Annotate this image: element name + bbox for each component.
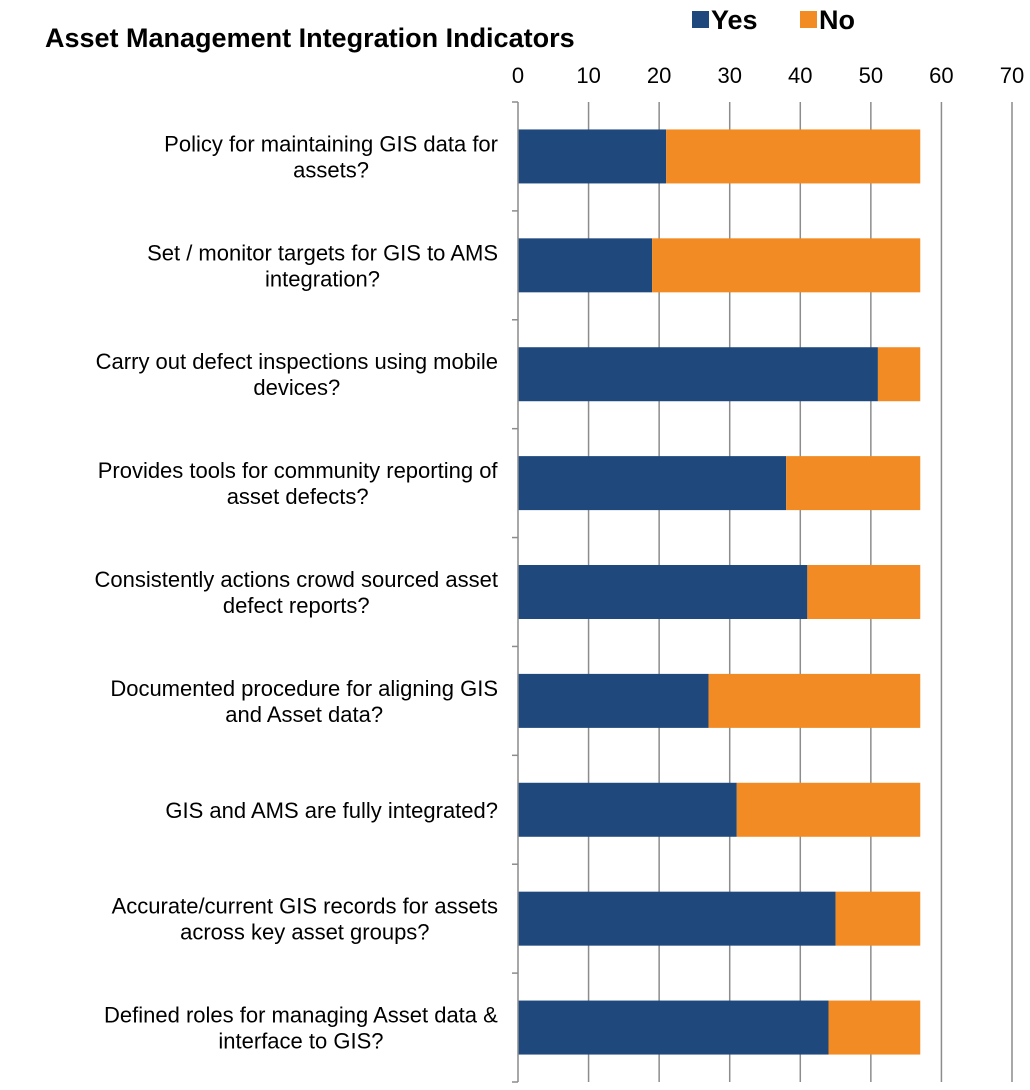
- bar-no: [835, 891, 921, 946]
- x-tick-label: 40: [788, 63, 812, 88]
- bar-no: [708, 673, 921, 728]
- legend: Yes No: [692, 5, 855, 35]
- category-label: Consistently actions crowd sourced asset…: [94, 567, 498, 618]
- chart-title: Asset Management Integration Indicators: [45, 23, 575, 53]
- bar-yes: [518, 782, 737, 837]
- bar-yes: [518, 891, 836, 946]
- y-axis: [512, 101, 519, 1083]
- bars: [518, 129, 921, 1055]
- category-labels: Policy for maintaining GIS data for asset…: [94, 131, 498, 1053]
- category-label: Policy for maintaining GIS data for asset…: [164, 131, 498, 182]
- x-tick-label: 50: [859, 63, 883, 88]
- bar-yes: [518, 347, 878, 402]
- legend-swatch-no: [800, 11, 817, 28]
- bar-yes: [518, 673, 709, 728]
- legend-swatch-yes: [692, 11, 709, 28]
- x-tick-label: 10: [576, 63, 600, 88]
- x-tick-label: 30: [717, 63, 741, 88]
- bar-yes: [518, 1000, 829, 1055]
- bar-no: [828, 1000, 921, 1055]
- bar-yes: [518, 238, 653, 293]
- bar-no: [786, 456, 921, 511]
- bar-no: [666, 129, 921, 184]
- legend-label-no: No: [819, 5, 855, 35]
- x-tick-label: 0: [512, 63, 524, 88]
- bar-no: [652, 238, 921, 293]
- bar-yes: [518, 456, 787, 511]
- category-label: GIS and AMS are fully integrated?: [165, 798, 498, 823]
- bar-yes: [518, 565, 808, 619]
- bar-no: [877, 347, 921, 402]
- category-label: Documented procedure for aligning GIS and…: [110, 676, 498, 727]
- category-label: Defined roles for managing Asset data & i…: [104, 1003, 498, 1054]
- category-label: Carry out defect inspections using mobil…: [96, 349, 498, 400]
- x-tick-label: 20: [647, 63, 671, 88]
- category-label: Accurate/current GIS records for assets a…: [112, 894, 498, 945]
- legend-label-yes: Yes: [711, 5, 758, 35]
- category-label: Set / monitor targets for GIS to AMS inte…: [147, 240, 498, 291]
- x-axis-ticks: 0 10 20 30 40 50 60 70: [512, 63, 1024, 88]
- x-tick-label: 70: [1000, 63, 1024, 88]
- x-tick-label: 60: [929, 63, 953, 88]
- category-label: Provides tools for community reporting o…: [98, 458, 499, 509]
- bar-no: [736, 782, 921, 837]
- bar-yes: [518, 129, 667, 184]
- bar-no: [807, 565, 921, 619]
